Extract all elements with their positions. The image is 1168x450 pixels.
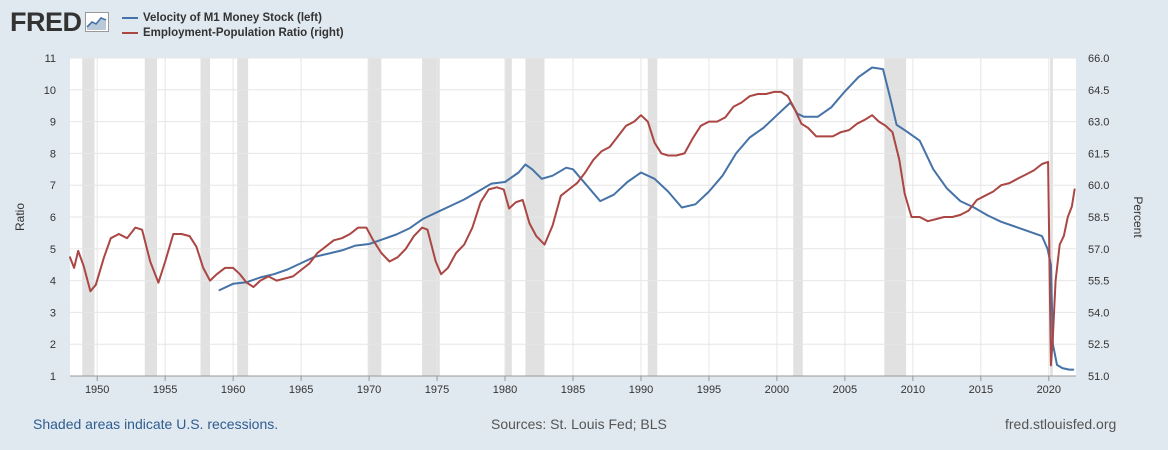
- x-tick-label: 1980: [493, 384, 517, 396]
- y-right-tick-label: 52.5: [1088, 339, 1109, 351]
- y-left-tick-label: 8: [50, 148, 56, 160]
- y-left-tick-label: 11: [45, 53, 56, 65]
- x-tick-label: 1950: [85, 384, 109, 396]
- y-right-tick-label: 57.0: [1088, 244, 1109, 256]
- x-tick-label: 2005: [833, 384, 857, 396]
- y-right-tick-label: 66.0: [1088, 53, 1109, 65]
- legend-item-employment: Employment-Population Ratio (right): [122, 25, 344, 40]
- y-left-tick-label: 7: [50, 180, 56, 192]
- legend-label-velocity: Velocity of M1 Money Stock (left): [143, 11, 322, 24]
- x-tick-label: 2000: [765, 384, 789, 396]
- x-tick-label: 1995: [697, 384, 721, 396]
- x-tick-label: 1955: [153, 384, 177, 396]
- y-right-tick-label: 64.5: [1088, 85, 1109, 97]
- y-right-tick-label: 63.0: [1088, 117, 1109, 129]
- x-tick-label: 2015: [969, 384, 993, 396]
- legend-item-velocity: Velocity of M1 Money Stock (left): [122, 10, 344, 25]
- x-tick-label: 1970: [357, 384, 381, 396]
- axes: 1 2 3 4 5 6 7 8 9 10 11 51.0 52.5 54.0 55.5 57.0 58.5 60.…: [44, 53, 1110, 396]
- fred-logo[interactable]: FRED: [10, 7, 109, 37]
- gridlines: [70, 57, 1076, 377]
- x-tick-label: 1975: [425, 384, 449, 396]
- series-lines: [69, 66, 1076, 371]
- y-axis-right-title: Percent: [1131, 196, 1145, 238]
- series-line-velocity: [218, 66, 1075, 371]
- y-left-tick-label: 3: [50, 307, 56, 319]
- x-tick-label: 1985: [561, 384, 585, 396]
- y-right-tick-label: 60.0: [1088, 180, 1109, 192]
- y-right-tick-label: 61.5: [1088, 148, 1109, 160]
- y-left-tick-label: 2: [50, 339, 56, 351]
- site-link[interactable]: fred.stlouisfed.org: [1005, 416, 1117, 432]
- series-line-employment: [69, 90, 1076, 367]
- x-tick-label: 1965: [289, 384, 313, 396]
- legend-label-employment: Employment-Population Ratio (right): [143, 26, 344, 39]
- x-tick-label: 2010: [901, 384, 925, 396]
- x-tick-label: 1990: [629, 384, 653, 396]
- y-right-tick-label: 51.0: [1088, 371, 1109, 383]
- x-tick-label: 1960: [221, 384, 245, 396]
- chart-logo-icon: [84, 12, 109, 32]
- y-left-tick-label: 4: [50, 276, 56, 288]
- line-chart[interactable]: 1 2 3 4 5 6 7 8 9 10 11 51.0 52.5 54.0 55.5 57.0 58.5 60.…: [0, 0, 1168, 410]
- fred-wordmark: FRED: [10, 7, 82, 37]
- y-right-tick-label: 55.5: [1088, 276, 1109, 288]
- legend-swatch-employment: [122, 31, 138, 34]
- y-left-tick-label: 1: [50, 371, 56, 383]
- y-right-tick-label: 54.0: [1088, 307, 1109, 319]
- y-left-tick-label: 10: [44, 85, 56, 97]
- y-right-tick-label: 58.5: [1088, 212, 1109, 224]
- y-left-tick-label: 6: [50, 212, 56, 224]
- y-left-tick-label: 9: [50, 117, 56, 129]
- legend-swatch-velocity: [122, 16, 138, 19]
- recessions-note-link[interactable]: Shaded areas indicate U.S. recessions.: [33, 416, 279, 432]
- chart-legend: Velocity of M1 Money Stock (left) Employ…: [122, 10, 344, 40]
- y-left-tick-label: 5: [50, 244, 56, 256]
- y-axis-left-title: Ratio: [13, 203, 27, 231]
- sources-note: Sources: St. Louis Fed; BLS: [491, 416, 667, 432]
- x-tick-label: 2020: [1037, 384, 1061, 396]
